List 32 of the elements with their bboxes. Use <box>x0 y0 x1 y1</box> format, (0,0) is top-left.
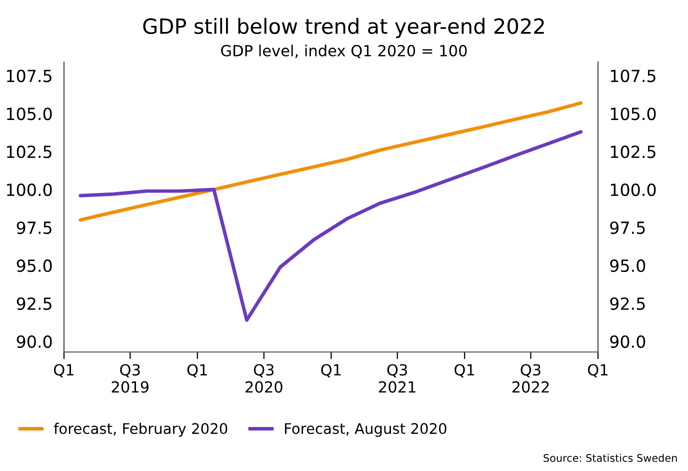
y2-tick-label: 92.5 <box>610 297 645 310</box>
y2-tick-label: 105.0 <box>610 108 656 120</box>
y2-tick-label: 100.0 <box>610 184 656 196</box>
x-tick-label: Q3 2021 <box>379 364 416 393</box>
x-tick-label: Q1 <box>588 364 608 378</box>
x-tick-label: Q1 <box>454 364 474 378</box>
y2-tick-label: 90.0 <box>610 335 646 348</box>
line-series <box>78 101 583 222</box>
x-tick-label: Q1 <box>321 364 341 378</box>
y2-tick-label: 95.0 <box>610 259 646 272</box>
y-tick-label: 100.0 <box>7 184 52 196</box>
y2-tick-label: 107.5 <box>610 70 656 82</box>
x-tick-label: Q3 2022 <box>512 364 549 393</box>
y-tick-label: 107.5 <box>7 70 52 82</box>
y-tick-label: 102.5 <box>7 146 52 158</box>
x-tick-label: Q3 2019 <box>112 364 149 393</box>
y2-tick-label: 97.5 <box>610 221 645 234</box>
legend-label: Forecast, August 2020 <box>285 423 446 437</box>
line-series <box>78 130 583 322</box>
x-tick-label: Q3 2020 <box>246 364 282 393</box>
chart-title: GDP still below trend at year-end 2022 <box>143 18 544 38</box>
y2-tick-label: 102.5 <box>610 146 656 158</box>
y-tick-label: 95.0 <box>16 259 52 272</box>
y-tick-label: 97.5 <box>16 221 52 234</box>
chart-subtitle: GDP level, index Q1 2020 = 100 <box>221 44 467 58</box>
y-tick-label: 92.5 <box>16 297 52 310</box>
x-tick-label: Q1 <box>54 364 74 378</box>
y-tick-label: 90.0 <box>16 335 52 348</box>
legend-label: forecast, February 2020 <box>54 422 228 437</box>
source-note: Source: Statistics Sweden <box>544 454 677 462</box>
y-tick-label: 105.0 <box>7 108 52 120</box>
x-tick-label: Q1 <box>187 364 207 378</box>
